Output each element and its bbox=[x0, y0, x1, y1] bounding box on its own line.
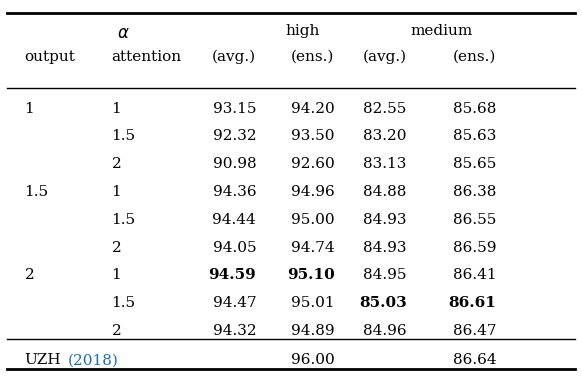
Text: (avg.): (avg.) bbox=[363, 50, 407, 65]
Text: 85.65: 85.65 bbox=[453, 157, 496, 171]
Text: 93.50: 93.50 bbox=[291, 129, 335, 143]
Text: 86.64: 86.64 bbox=[453, 353, 496, 367]
Text: 93.15: 93.15 bbox=[213, 101, 256, 116]
Text: 94.47: 94.47 bbox=[212, 296, 256, 310]
Text: 86.55: 86.55 bbox=[453, 213, 496, 227]
Text: 90.98: 90.98 bbox=[212, 157, 256, 171]
Text: 94.44: 94.44 bbox=[212, 213, 256, 227]
Text: 95.01: 95.01 bbox=[291, 296, 335, 310]
Text: 1.5: 1.5 bbox=[111, 129, 136, 143]
Text: medium: medium bbox=[410, 23, 473, 38]
Text: 85.63: 85.63 bbox=[453, 129, 496, 143]
Text: 1: 1 bbox=[111, 185, 121, 199]
Text: 83.20: 83.20 bbox=[363, 129, 407, 143]
Text: 92.60: 92.60 bbox=[290, 157, 335, 171]
Text: 94.32: 94.32 bbox=[212, 324, 256, 338]
Text: 2: 2 bbox=[111, 324, 121, 338]
Text: (ens.): (ens.) bbox=[453, 50, 496, 64]
Text: 1: 1 bbox=[111, 268, 121, 283]
Text: 1.5: 1.5 bbox=[24, 185, 49, 199]
Text: 1.5: 1.5 bbox=[111, 296, 136, 310]
Text: 94.59: 94.59 bbox=[208, 268, 256, 283]
Text: 84.96: 84.96 bbox=[363, 324, 407, 338]
Text: (2018): (2018) bbox=[68, 353, 119, 367]
Text: 94.96: 94.96 bbox=[290, 185, 335, 199]
Text: UZH: UZH bbox=[24, 353, 61, 367]
Text: (avg.): (avg.) bbox=[212, 50, 256, 65]
Text: 83.13: 83.13 bbox=[364, 157, 407, 171]
Text: 1.5: 1.5 bbox=[111, 213, 136, 227]
Text: (ens.): (ens.) bbox=[291, 50, 335, 64]
Text: 95.10: 95.10 bbox=[287, 268, 335, 283]
Text: 2: 2 bbox=[111, 157, 121, 171]
Text: 2: 2 bbox=[111, 241, 121, 255]
Text: attention: attention bbox=[111, 50, 182, 64]
Text: 1: 1 bbox=[111, 101, 121, 116]
Text: 85.68: 85.68 bbox=[453, 101, 496, 116]
Text: 1: 1 bbox=[24, 101, 34, 116]
Text: 86.41: 86.41 bbox=[453, 268, 496, 283]
Text: 86.38: 86.38 bbox=[453, 185, 496, 199]
Text: 86.47: 86.47 bbox=[453, 324, 496, 338]
Text: 94.05: 94.05 bbox=[212, 241, 256, 255]
Text: 94.36: 94.36 bbox=[212, 185, 256, 199]
Text: 84.93: 84.93 bbox=[363, 241, 407, 255]
Text: 94.20: 94.20 bbox=[290, 101, 335, 116]
Text: 2: 2 bbox=[24, 268, 34, 283]
Text: 85.03: 85.03 bbox=[359, 296, 407, 310]
Text: $\alpha$: $\alpha$ bbox=[116, 23, 129, 41]
Text: 96.00: 96.00 bbox=[290, 353, 335, 367]
Text: 94.89: 94.89 bbox=[291, 324, 335, 338]
Text: 94.74: 94.74 bbox=[291, 241, 335, 255]
Text: 84.93: 84.93 bbox=[363, 213, 407, 227]
Text: output: output bbox=[24, 50, 76, 64]
Text: 92.32: 92.32 bbox=[212, 129, 256, 143]
Text: 95.00: 95.00 bbox=[291, 213, 335, 227]
Text: 86.61: 86.61 bbox=[449, 296, 496, 310]
Text: 82.55: 82.55 bbox=[364, 101, 407, 116]
Text: 86.59: 86.59 bbox=[453, 241, 496, 255]
Text: 84.88: 84.88 bbox=[364, 185, 407, 199]
Text: high: high bbox=[285, 23, 320, 38]
Text: 84.95: 84.95 bbox=[363, 268, 407, 283]
